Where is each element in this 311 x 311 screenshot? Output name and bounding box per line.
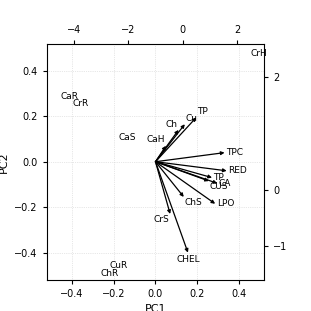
Text: CrH: CrH — [251, 49, 267, 58]
Text: ChR: ChR — [100, 269, 118, 278]
Y-axis label: PC2: PC2 — [0, 151, 9, 173]
Text: CA: CA — [219, 179, 231, 188]
Text: CaH: CaH — [146, 135, 165, 144]
Text: TP: TP — [197, 107, 208, 116]
Text: CHEL: CHEL — [176, 255, 200, 264]
Text: CaR: CaR — [60, 92, 78, 101]
X-axis label: PC1: PC1 — [145, 304, 166, 311]
Text: CrR: CrR — [73, 99, 89, 108]
Text: Cu: Cu — [186, 114, 198, 123]
Text: CaS: CaS — [119, 133, 136, 142]
Text: ChS: ChS — [185, 198, 202, 207]
Text: CUS: CUS — [210, 182, 228, 191]
Text: RED: RED — [228, 166, 247, 175]
Text: TP: TP — [213, 173, 224, 182]
Text: TPC: TPC — [226, 148, 243, 157]
Text: Ch: Ch — [165, 120, 178, 129]
Text: LPO: LPO — [217, 199, 234, 208]
Text: CrS: CrS — [153, 215, 169, 224]
Text: CuR: CuR — [109, 261, 128, 270]
